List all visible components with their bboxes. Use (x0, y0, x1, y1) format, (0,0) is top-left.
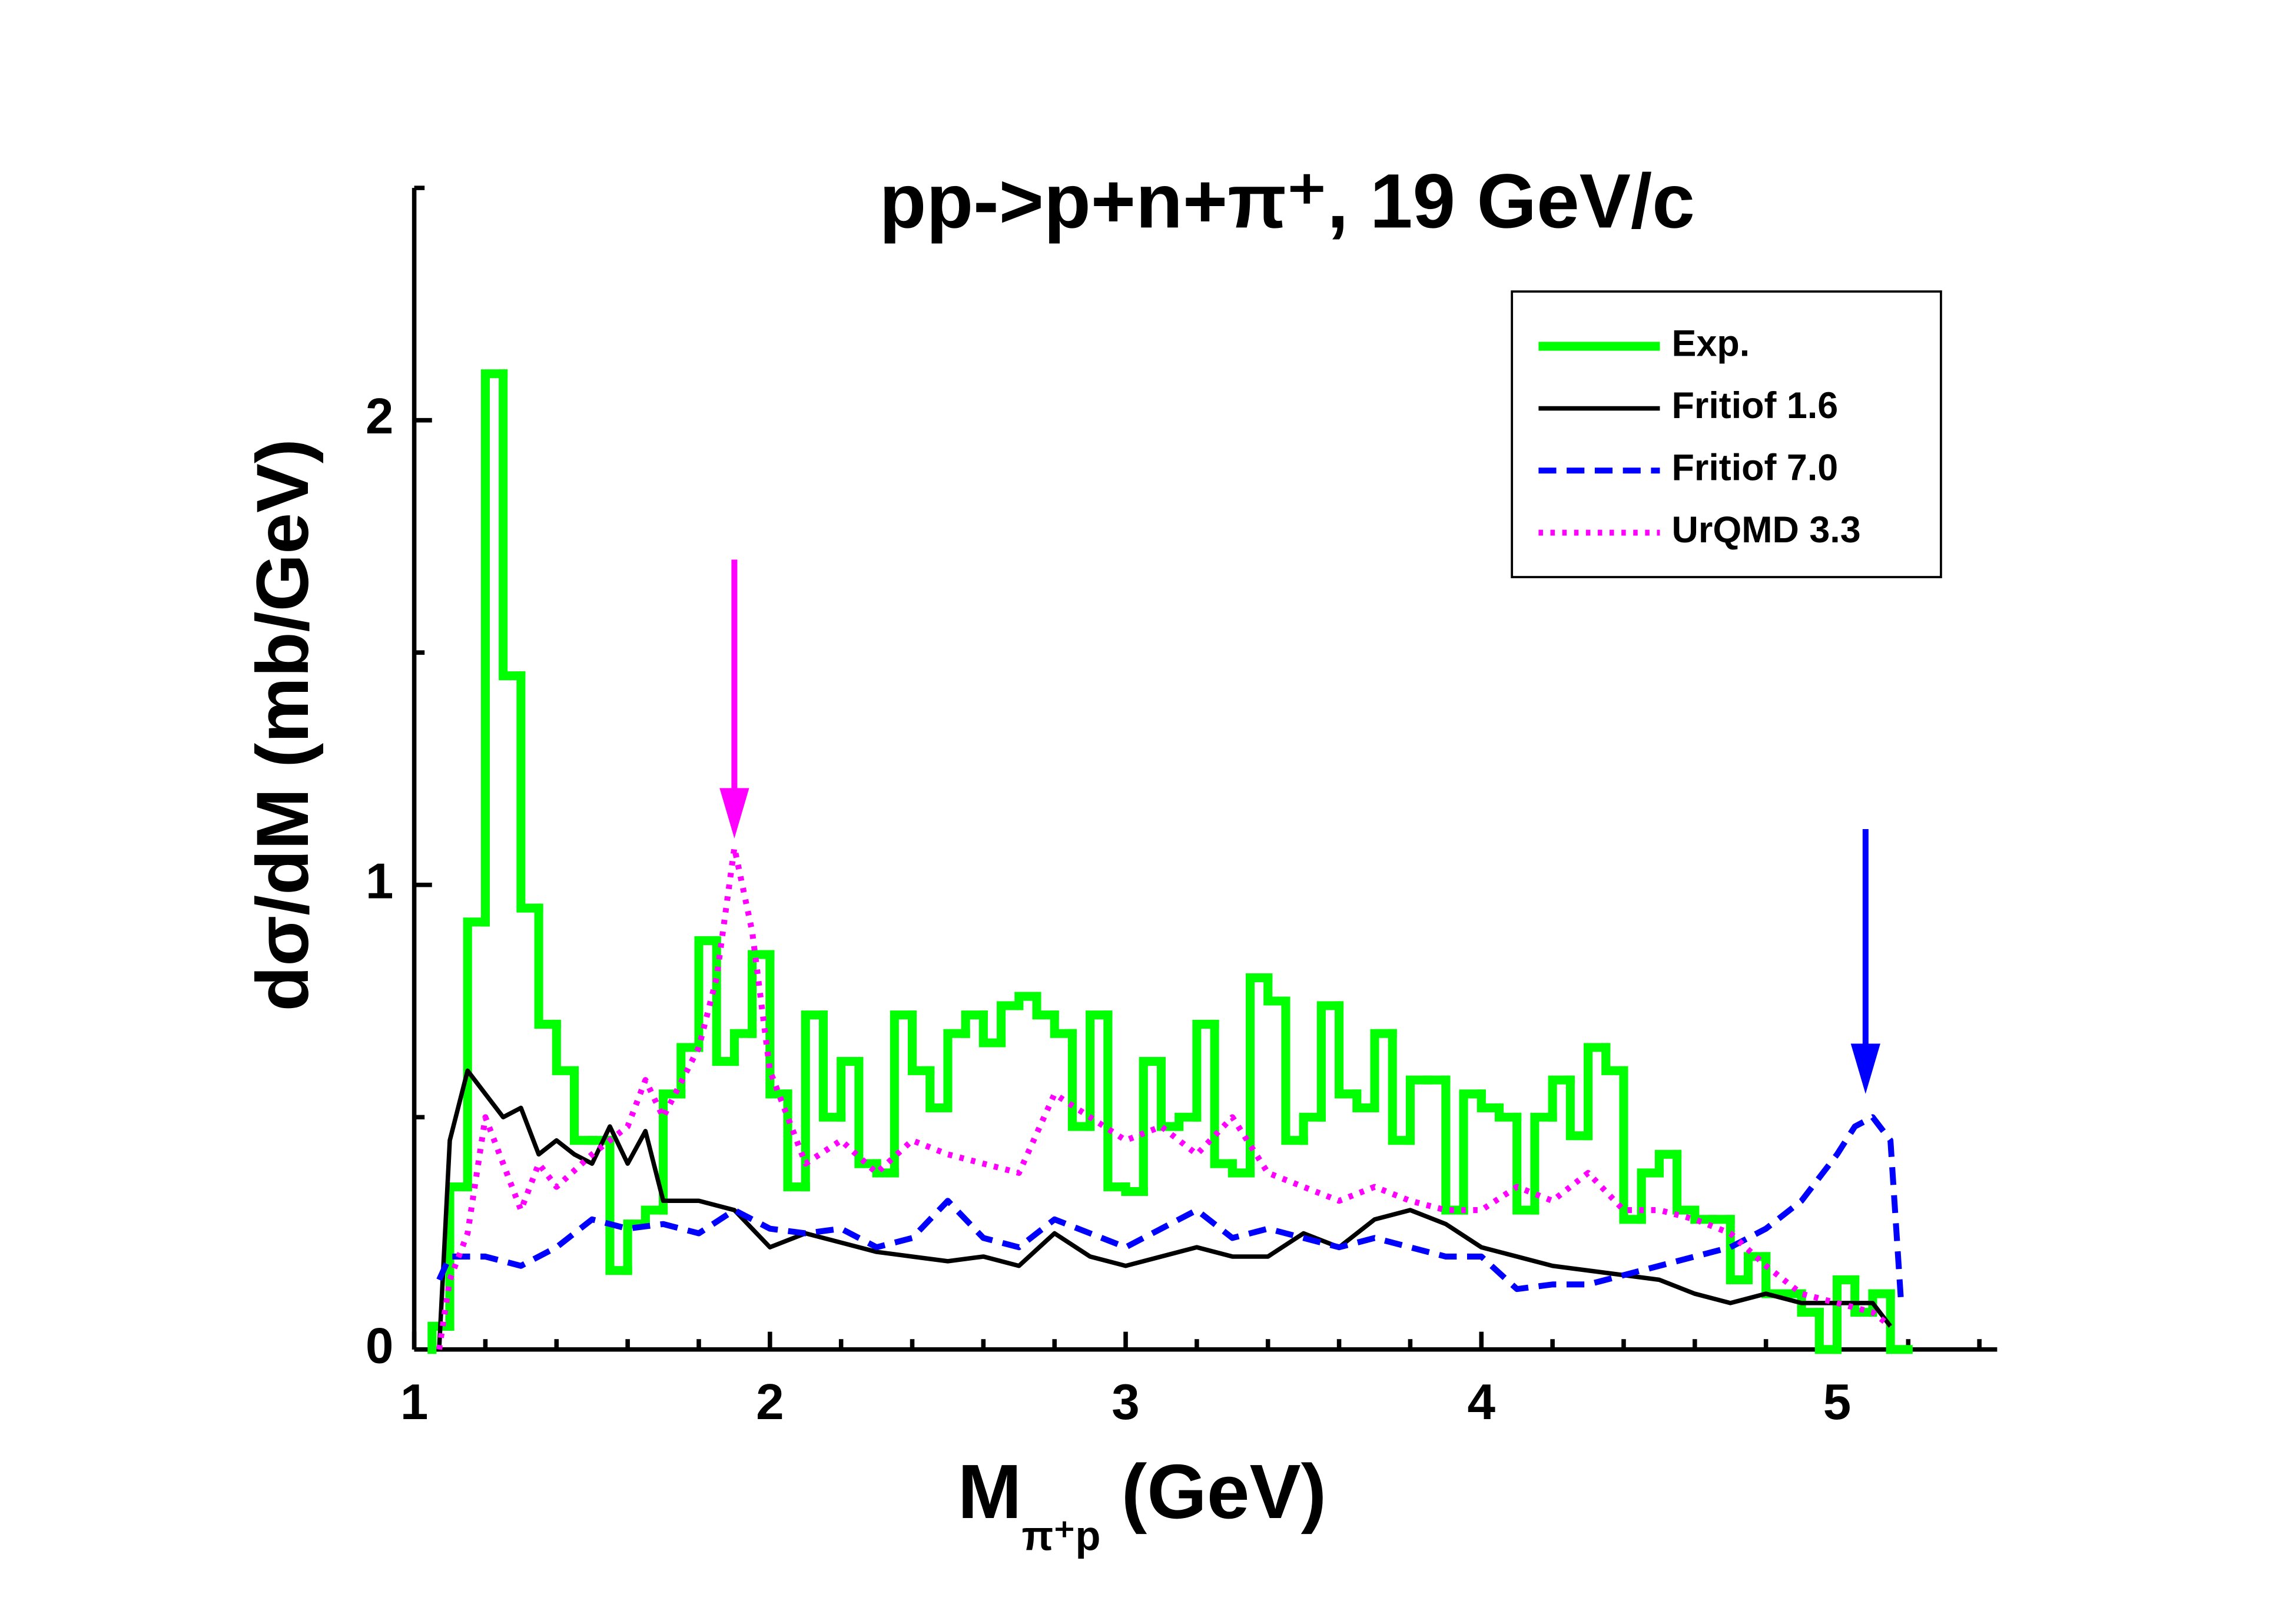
histogram-step (1227, 1159, 1255, 1178)
legend-label: UrQMD 3.3 (1672, 509, 1861, 551)
histogram-step (1156, 1057, 1184, 1131)
histogram-step (1565, 1075, 1593, 1141)
histogram-step (1850, 1275, 1877, 1317)
histogram-step (1067, 1029, 1095, 1131)
histogram-step (1619, 1066, 1646, 1224)
histogram-step (1477, 1089, 1504, 1113)
histogram-step (1174, 1112, 1202, 1131)
histogram-step (978, 1010, 1006, 1048)
histogram-step (1192, 1019, 1219, 1122)
histogram-step (1494, 1103, 1522, 1122)
histogram-step (1245, 973, 1273, 1178)
histogram-step (1370, 1029, 1397, 1113)
histogram-step (1797, 1289, 1824, 1317)
histogram-step (623, 1219, 650, 1275)
histogram-step (1103, 1010, 1130, 1192)
histogram-step (480, 369, 508, 927)
histogram-step (605, 1136, 632, 1275)
x-label-unit: (GeV) (1122, 1449, 1326, 1535)
histogram-step (783, 1089, 810, 1192)
histogram-step (837, 1057, 864, 1122)
histogram-step (569, 1066, 597, 1145)
histogram-step (854, 1057, 881, 1168)
legend-label: Fritiof 1.6 (1672, 385, 1839, 426)
histogram-step (1032, 992, 1059, 1020)
histogram-step (729, 1029, 757, 1066)
chart-title: pp->p+n+π⁺, 19 GeV/c (880, 158, 1695, 244)
histogram-step (1459, 1089, 1486, 1215)
x-tick-label: 1 (400, 1374, 429, 1430)
histogram-step (1050, 1010, 1077, 1038)
legend-box (1511, 290, 1942, 578)
x-tick-label: 5 (1823, 1374, 1852, 1430)
y-tick-label: 0 (366, 1318, 394, 1374)
histogram-step (534, 903, 561, 1029)
histogram-step (1210, 1019, 1237, 1168)
histogram-step (1637, 1168, 1664, 1224)
histogram-step (1335, 1001, 1362, 1099)
x-axis-label: Mπ⁺p (GeV) (958, 1449, 1326, 1559)
histogram-step (1673, 1149, 1700, 1215)
histogram-step (552, 1019, 579, 1075)
histogram-step (1014, 992, 1041, 1010)
histogram-step (1352, 1089, 1379, 1113)
histogram-step (641, 1205, 668, 1229)
histogram-step (818, 1010, 846, 1122)
histogram-step (890, 1010, 917, 1178)
legend-label: Fritiof 7.0 (1672, 448, 1839, 489)
histogram-step (1530, 1112, 1557, 1215)
histogram-step (1548, 1075, 1575, 1122)
histogram-step (1281, 996, 1308, 1145)
histogram-step (1832, 1275, 1860, 1354)
x-label-sub: π⁺p (1022, 1512, 1101, 1559)
histogram-step (463, 917, 490, 1192)
histogram-step (516, 671, 543, 913)
histogram-step (445, 1182, 472, 1331)
histogram-step (1405, 1075, 1433, 1145)
histogram-step (1583, 1043, 1611, 1141)
histogram-step (907, 1010, 935, 1075)
histogram-step (765, 950, 792, 1099)
histogram-step (961, 1010, 988, 1038)
x-tick-label: 4 (1468, 1374, 1496, 1430)
histogram-step (1121, 1182, 1148, 1197)
series-line (436, 1114, 1905, 1304)
arrow-head (1850, 1043, 1880, 1094)
histogram-step (1441, 1075, 1468, 1215)
histogram-step (1139, 1057, 1166, 1197)
x-tick-label: 3 (1111, 1374, 1140, 1430)
histogram-step (1690, 1205, 1717, 1224)
x-label-main: M (958, 1449, 1022, 1535)
x-tick-label: 2 (756, 1374, 784, 1430)
histogram-step (1654, 1149, 1682, 1178)
histogram-step (1512, 1112, 1539, 1215)
histogram-step (943, 1029, 970, 1113)
histogram-step (694, 936, 721, 1052)
legend-label: Exp. (1672, 323, 1750, 364)
y-tick-label: 1 (366, 853, 394, 909)
y-axis-label: dσ/dM (mb/GeV) (241, 439, 324, 1011)
histogram-step (659, 1089, 686, 1215)
histogram-step (1316, 1001, 1344, 1122)
histogram-step (925, 1066, 953, 1113)
histogram-step (997, 1001, 1024, 1048)
histogram-step (1086, 1010, 1113, 1131)
histogram-step (748, 950, 775, 1038)
histogram-step (1814, 1308, 1842, 1354)
histogram-step (1601, 1043, 1628, 1075)
histogram-step (1886, 1289, 1913, 1354)
arrow-head (719, 788, 749, 839)
histogram-step (872, 1159, 899, 1178)
histogram-step (1263, 973, 1290, 1006)
series-line (436, 844, 1893, 1350)
histogram-step (1726, 1215, 1753, 1284)
histogram-step (1299, 1112, 1326, 1145)
y-tick-label: 2 (366, 389, 394, 445)
histogram-step (499, 369, 526, 681)
histogram-step (801, 1010, 828, 1192)
histogram-step (1388, 1029, 1415, 1145)
